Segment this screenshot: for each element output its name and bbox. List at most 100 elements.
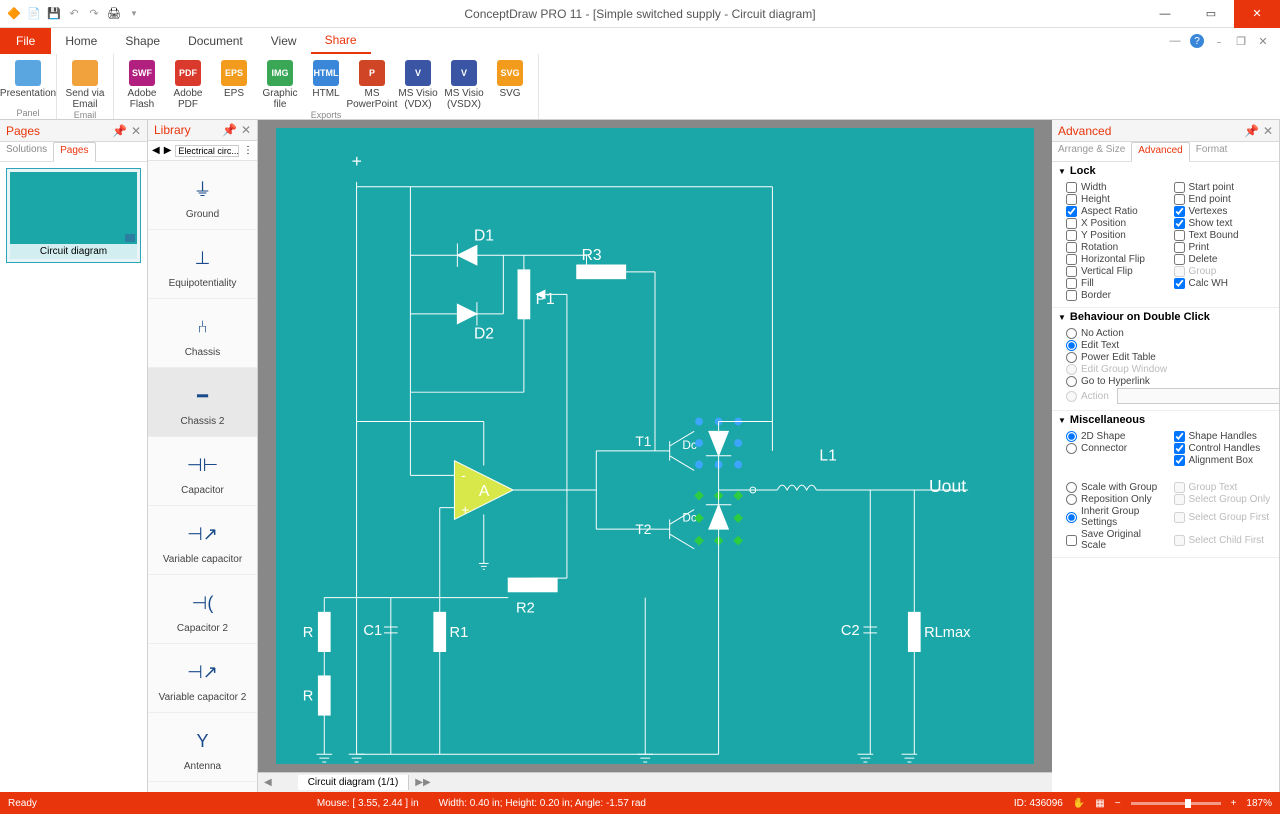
canvas[interactable]: + D1 D2 [276, 128, 1034, 764]
adv-subtab-arrange-size[interactable]: Arrange & Size [1052, 142, 1131, 161]
collapse-ribbon-icon[interactable]: ― [1168, 34, 1182, 48]
opt--d-shape[interactable]: 2D Shape [1066, 431, 1166, 442]
opt-end-point[interactable]: End point [1174, 194, 1274, 205]
lib-prev-icon[interactable]: ◀ [152, 145, 160, 156]
pages-subtab-solutions[interactable]: Solutions [0, 142, 53, 161]
fit-icon[interactable]: ▦ [1095, 798, 1104, 809]
opt-horizontal-flip[interactable]: Horizontal Flip [1066, 254, 1166, 265]
ribbon-send-via-email[interactable]: Send via Email [63, 58, 107, 110]
menu-tab-document[interactable]: Document [174, 28, 257, 54]
pages-subtab-pages[interactable]: Pages [53, 142, 95, 162]
opt-power-edit-table[interactable]: Power Edit Table [1066, 352, 1273, 363]
adv-subtab-advanced[interactable]: Advanced [1131, 142, 1189, 162]
menu-tab-view[interactable]: View [257, 28, 311, 54]
ribbon-html[interactable]: HTMLHTML [304, 58, 348, 110]
ribbon-ms-visio-vdx-[interactable]: VMS Visio (VDX) [396, 58, 440, 110]
opt-height[interactable]: Height [1066, 194, 1166, 205]
panel-close-icon[interactable]: ✕ [1263, 124, 1273, 138]
ribbon-ms-visio-vsdx-[interactable]: VMS Visio (VSDX) [442, 58, 486, 110]
maximize-button[interactable]: ▭ [1188, 0, 1234, 28]
lib-item-antenna[interactable]: YAntenna [148, 713, 257, 782]
lib-item-chassis-2[interactable]: ━Chassis 2 [148, 368, 257, 437]
hand-icon[interactable]: ✋ [1073, 798, 1085, 809]
zoom-slider[interactable] [1131, 802, 1221, 805]
opt-delete[interactable]: Delete [1174, 254, 1274, 265]
ribbon-adobe-pdf[interactable]: PDFAdobe PDF [166, 58, 210, 110]
opt-shape-handles[interactable]: Shape Handles [1174, 431, 1274, 442]
lib-menu-icon[interactable]: ⋮ [243, 145, 253, 156]
lib-item-ground[interactable]: ⏚Ground [148, 161, 257, 230]
opt-print[interactable]: Print [1174, 242, 1274, 253]
win-close-icon[interactable]: ✕ [1256, 34, 1270, 48]
pin-icon[interactable]: 📌 [1244, 124, 1259, 138]
lib-item-capacitor-2[interactable]: ⊣(Capacitor 2 [148, 575, 257, 644]
tab-prev-icon[interactable]: ◀ [258, 777, 278, 788]
opt-show-text[interactable]: Show text [1174, 218, 1274, 229]
win-min-icon[interactable]: ﹣ [1212, 34, 1226, 48]
undo-icon[interactable]: ↶ [66, 6, 82, 22]
adv-subtab-format[interactable]: Format [1190, 142, 1234, 161]
ribbon-presentation[interactable]: Presentation [6, 58, 50, 108]
misc-header[interactable]: Miscellaneous [1052, 411, 1279, 429]
save-icon[interactable]: 💾 [46, 6, 62, 22]
opt-scale-with-group[interactable]: Scale with Group [1066, 482, 1166, 493]
opt-save-original-scale[interactable]: Save Original Scale [1066, 529, 1166, 551]
opt-edit-text[interactable]: Edit Text [1066, 340, 1273, 351]
menu-tab-shape[interactable]: Shape [111, 28, 174, 54]
lock-header[interactable]: Lock [1052, 162, 1279, 180]
print-icon[interactable]: 🖨 [106, 6, 122, 22]
ribbon-graphic-file[interactable]: IMGGraphic file [258, 58, 302, 110]
lib-combo[interactable]: Electrical circ... [175, 145, 239, 157]
menu-tab-share[interactable]: Share [311, 28, 371, 54]
opt-reposition-only[interactable]: Reposition Only [1066, 494, 1166, 505]
zoom-in-icon[interactable]: + [1231, 798, 1237, 809]
opt-alignment-box[interactable]: Alignment Box [1174, 455, 1274, 466]
page-thumbnail[interactable]: Circuit diagram [6, 168, 141, 263]
ribbon-ms-powerpoint[interactable]: PMS PowerPoint [350, 58, 394, 110]
opt-width[interactable]: Width [1066, 182, 1166, 193]
menu-tab-home[interactable]: Home [51, 28, 111, 54]
tab-next-icon[interactable]: ▶▶ [409, 777, 436, 788]
zoom-out-icon[interactable]: − [1115, 798, 1121, 809]
opt-fill[interactable]: Fill [1066, 278, 1166, 289]
opt-start-point[interactable]: Start point [1174, 182, 1274, 193]
dd-icon[interactable]: ▼ [126, 6, 142, 22]
lib-item-variable-capacitor[interactable]: ⊣↗Variable capacitor [148, 506, 257, 575]
panel-close-icon[interactable]: ✕ [131, 124, 141, 138]
opt-rotation[interactable]: Rotation [1066, 242, 1166, 253]
opt-vertexes[interactable]: Vertexes [1174, 206, 1274, 217]
opt-control-handles[interactable]: Control Handles [1174, 443, 1274, 454]
opt-border[interactable]: Border [1066, 290, 1166, 301]
lib-item-variable-capacitor-2[interactable]: ⊣↗Variable capacitor 2 [148, 644, 257, 713]
opt-inherit-group-settings[interactable]: Inherit Group Settings [1066, 506, 1166, 528]
lib-next-icon[interactable]: ▶ [164, 145, 172, 156]
pin-icon[interactable]: 📌 [112, 124, 127, 138]
minimize-button[interactable]: ― [1142, 0, 1188, 28]
panel-close-icon[interactable]: ✕ [241, 123, 251, 137]
lib-item-chassis[interactable]: ⑃Chassis [148, 299, 257, 368]
opt-vertical-flip[interactable]: Vertical Flip [1066, 266, 1166, 277]
opt-calc-wh[interactable]: Calc WH [1174, 278, 1274, 289]
opt-no-action[interactable]: No Action [1066, 328, 1273, 339]
opt-y-position[interactable]: Y Position [1066, 230, 1166, 241]
opt-connector[interactable]: Connector [1066, 443, 1166, 454]
dblclick-header[interactable]: Behaviour on Double Click [1052, 308, 1279, 326]
file-tab[interactable]: File [0, 28, 51, 54]
ribbon-eps[interactable]: EPSEPS [212, 58, 256, 110]
canvas-tab[interactable]: Circuit diagram (1/1) [298, 775, 410, 790]
new-icon[interactable]: 📄 [26, 6, 42, 22]
pin-icon[interactable]: 📌 [222, 123, 237, 137]
opt-go-to-hyperlink[interactable]: Go to Hyperlink [1066, 376, 1273, 387]
opt-text-bound[interactable]: Text Bound [1174, 230, 1274, 241]
opt-aspect-ratio[interactable]: Aspect Ratio [1066, 206, 1166, 217]
ribbon-svg[interactable]: SVGSVG [488, 58, 532, 110]
lib-item-equipotentiality[interactable]: ⊥Equipotentiality [148, 230, 257, 299]
lib-item-capacitor[interactable]: ⊣⊢Capacitor [148, 437, 257, 506]
redo-icon[interactable]: ↷ [86, 6, 102, 22]
ribbon-adobe-flash[interactable]: SWFAdobe Flash [120, 58, 164, 110]
close-button[interactable]: ✕ [1234, 0, 1280, 28]
opt-x-position[interactable]: X Position [1066, 218, 1166, 229]
help-icon[interactable]: ? [1190, 34, 1204, 48]
win-restore-icon[interactable]: ❐ [1234, 34, 1248, 48]
svg-text:C1: C1 [363, 623, 382, 639]
